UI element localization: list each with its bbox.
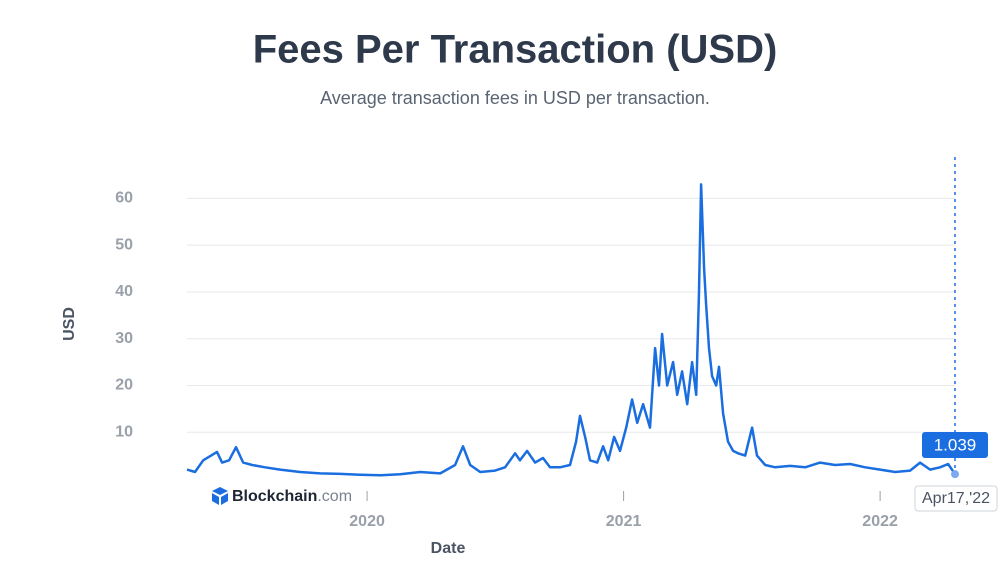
y-tick-label: 50 xyxy=(115,236,133,253)
watermark-text: Blockchain.com xyxy=(232,488,352,505)
hover-date-box xyxy=(914,485,998,512)
data-line xyxy=(186,183,957,477)
x-tick-label: 2020 xyxy=(349,513,385,530)
y-tick-label: 60 xyxy=(115,190,133,207)
y-tick-label: 20 xyxy=(115,377,133,394)
chart-subtitle: Average transaction fees in USD per tran… xyxy=(320,88,710,108)
x-tick-label: 2022 xyxy=(862,513,898,530)
watermark-logo xyxy=(212,487,228,505)
watermark-brand: Blockchain xyxy=(232,488,317,505)
hover-date: Apr17,'22 xyxy=(922,490,990,507)
hover-value: 1.039 xyxy=(934,435,977,454)
hover-point xyxy=(951,470,959,479)
watermark: Blockchain.com xyxy=(212,487,352,505)
y-axis-label: USD xyxy=(61,307,78,341)
watermark-suffix: .com xyxy=(317,488,352,505)
y-tick-label: 30 xyxy=(115,330,133,347)
y-tick-label: 40 xyxy=(115,283,133,300)
y-tick-label: 10 xyxy=(115,423,133,440)
hover-value-box xyxy=(922,432,988,458)
x-axis-label: Date xyxy=(431,540,466,557)
chart-title: Fees Per Transaction (USD) xyxy=(253,28,778,72)
x-tick-label: 2021 xyxy=(606,513,642,530)
